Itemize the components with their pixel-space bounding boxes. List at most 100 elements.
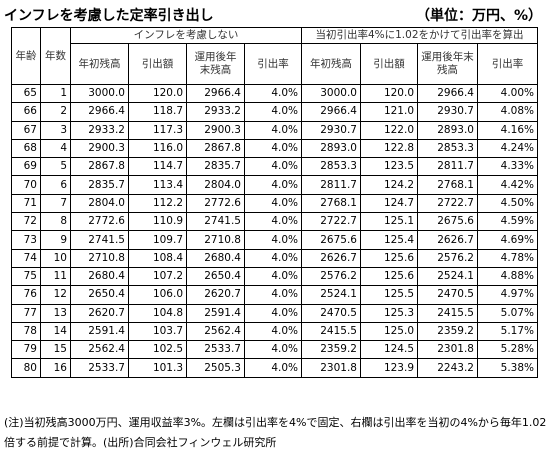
cell-r-rate: 4.24% bbox=[477, 138, 538, 159]
cell-l-end: 2772.6 bbox=[186, 193, 245, 214]
cell-l-wd: 101.3 bbox=[128, 358, 187, 378]
cell-l-end: 2680.4 bbox=[186, 248, 245, 268]
cell-l-end: 2835.7 bbox=[186, 157, 245, 177]
cell-r-start: 2811.7 bbox=[301, 175, 361, 195]
cell-age: 65 bbox=[11, 83, 41, 104]
cell-r-end: 2470.5 bbox=[417, 285, 478, 305]
cell-l-rate: 4.0% bbox=[244, 102, 302, 122]
cell-r-end: 2811.7 bbox=[417, 157, 478, 177]
cell-age: 76 bbox=[11, 285, 41, 305]
table-row: 67 3 2933.2 117.3 2900.3 4.0% 2930.7 122.0 2893.… bbox=[11, 120, 538, 140]
cell-l-end: 2710.8 bbox=[186, 230, 245, 250]
cell-l-start: 2772.6 bbox=[70, 212, 129, 232]
cell-l-start: 2620.7 bbox=[70, 303, 129, 323]
cell-l-wd: 112.2 bbox=[128, 193, 187, 214]
cell-l-wd: 107.2 bbox=[128, 266, 187, 287]
cell-l-start: 2933.2 bbox=[70, 120, 129, 140]
table-body: 65 1 3000.0 120.0 2966.4 4.0% 3000.0 120.0 2966.… bbox=[11, 83, 538, 378]
cell-l-end: 2505.3 bbox=[186, 358, 245, 378]
table-row: 70 6 2835.7 113.4 2804.0 4.0% 2811.7 124.2 2768.… bbox=[11, 175, 538, 195]
cell-l-start: 2804.0 bbox=[70, 193, 129, 214]
table-row: 72 8 2772.6 110.9 2741.5 4.0% 2722.7 125.1 2675.… bbox=[11, 212, 538, 232]
cell-l-wd: 116.0 bbox=[128, 138, 187, 159]
table-row: 65 1 3000.0 120.0 2966.4 4.0% 3000.0 120.0 2966.… bbox=[11, 83, 538, 104]
cell-r-rate: 4.88% bbox=[477, 266, 538, 287]
header-left-rate: 引出率 bbox=[244, 43, 302, 85]
cell-l-wd: 104.8 bbox=[128, 303, 187, 323]
cell-r-wd: 125.4 bbox=[360, 230, 418, 250]
cell-l-wd: 108.4 bbox=[128, 248, 187, 268]
cell-year: 1 bbox=[40, 83, 71, 104]
header-right-withdrawal: 引出額 bbox=[360, 43, 418, 85]
cell-age: 70 bbox=[11, 175, 41, 195]
cell-l-start: 2680.4 bbox=[70, 266, 129, 287]
cell-l-wd: 103.7 bbox=[128, 321, 187, 342]
cell-r-rate: 4.69% bbox=[477, 230, 538, 250]
cell-r-wd: 125.5 bbox=[360, 285, 418, 305]
cell-r-rate: 4.33% bbox=[477, 157, 538, 177]
cell-r-rate: 5.07% bbox=[477, 303, 538, 323]
cell-l-rate: 4.0% bbox=[244, 321, 302, 342]
cell-l-end: 2804.0 bbox=[186, 175, 245, 195]
cell-r-start: 2675.6 bbox=[301, 230, 361, 250]
cell-age: 71 bbox=[11, 193, 41, 214]
cell-l-rate: 4.0% bbox=[244, 157, 302, 177]
header-left-group: インフレを考慮しない bbox=[70, 27, 302, 44]
cell-age: 73 bbox=[11, 230, 41, 250]
cell-r-rate: 4.50% bbox=[477, 193, 538, 214]
cell-r-wd: 124.5 bbox=[360, 340, 418, 360]
table-row: 77 13 2620.7 104.8 2591.4 4.0% 2470.5 125.3 2415… bbox=[11, 303, 538, 323]
cell-l-rate: 4.0% bbox=[244, 120, 302, 140]
cell-year: 15 bbox=[40, 340, 71, 360]
cell-r-wd: 124.2 bbox=[360, 175, 418, 195]
table-row: 76 12 2650.4 106.0 2620.7 4.0% 2524.1 125.5 2470… bbox=[11, 285, 538, 305]
cell-l-start: 2533.7 bbox=[70, 358, 129, 378]
cell-l-start: 2591.4 bbox=[70, 321, 129, 342]
cell-r-start: 2966.4 bbox=[301, 102, 361, 122]
cell-age: 80 bbox=[11, 358, 41, 378]
cell-age: 75 bbox=[11, 266, 41, 287]
cell-r-start: 2768.1 bbox=[301, 193, 361, 214]
table-row: 73 9 2741.5 109.7 2710.8 4.0% 2675.6 125.4 2626.… bbox=[11, 230, 538, 250]
cell-r-rate: 4.78% bbox=[477, 248, 538, 268]
header-years: 年数 bbox=[40, 27, 71, 85]
cell-l-end: 2867.8 bbox=[186, 138, 245, 159]
cell-year: 8 bbox=[40, 212, 71, 232]
cell-l-end: 2620.7 bbox=[186, 285, 245, 305]
cell-r-wd: 125.3 bbox=[360, 303, 418, 323]
cell-l-rate: 4.0% bbox=[244, 266, 302, 287]
cell-r-rate: 4.08% bbox=[477, 102, 538, 122]
cell-r-end: 2359.2 bbox=[417, 321, 478, 342]
cell-year: 4 bbox=[40, 138, 71, 159]
cell-r-wd: 124.7 bbox=[360, 193, 418, 214]
cell-l-start: 2966.4 bbox=[70, 102, 129, 122]
cell-l-start: 2650.4 bbox=[70, 285, 129, 305]
header-right-group: 当初引出率4%に1.02をかけて引出率を算出 bbox=[301, 27, 538, 44]
cell-l-rate: 4.0% bbox=[244, 212, 302, 232]
cell-r-wd: 122.0 bbox=[360, 120, 418, 140]
cell-r-wd: 122.8 bbox=[360, 138, 418, 159]
cell-age: 72 bbox=[11, 212, 41, 232]
cell-r-start: 2626.7 bbox=[301, 248, 361, 268]
cell-r-start: 2470.5 bbox=[301, 303, 361, 323]
table-row: 66 2 2966.4 118.7 2933.2 4.0% 2966.4 121.0 2930.… bbox=[11, 102, 538, 122]
cell-l-end: 2591.4 bbox=[186, 303, 245, 323]
header-left-start-balance: 年初残高 bbox=[70, 43, 129, 85]
cell-r-start: 2930.7 bbox=[301, 120, 361, 140]
unit-label: （単位：万円、%） bbox=[415, 8, 542, 24]
cell-r-start: 2853.3 bbox=[301, 157, 361, 177]
cell-r-wd: 123.5 bbox=[360, 157, 418, 177]
cell-r-rate: 4.42% bbox=[477, 175, 538, 195]
cell-l-rate: 4.0% bbox=[244, 83, 302, 104]
cell-r-end: 2301.8 bbox=[417, 340, 478, 360]
table-row: 69 5 2867.8 114.7 2835.7 4.0% 2853.3 123.5 2811.… bbox=[11, 157, 538, 177]
table-row: 79 15 2562.4 102.5 2533.7 4.0% 2359.2 124.5 2301… bbox=[11, 340, 538, 360]
cell-l-wd: 102.5 bbox=[128, 340, 187, 360]
cell-l-rate: 4.0% bbox=[244, 340, 302, 360]
cell-l-end: 2533.7 bbox=[186, 340, 245, 360]
header-right-end-balance: 運用後年末残高 bbox=[417, 43, 478, 85]
cell-l-wd: 117.3 bbox=[128, 120, 187, 140]
cell-r-end: 2722.7 bbox=[417, 193, 478, 214]
cell-l-wd: 120.0 bbox=[128, 83, 187, 104]
cell-r-end: 2243.2 bbox=[417, 358, 478, 378]
